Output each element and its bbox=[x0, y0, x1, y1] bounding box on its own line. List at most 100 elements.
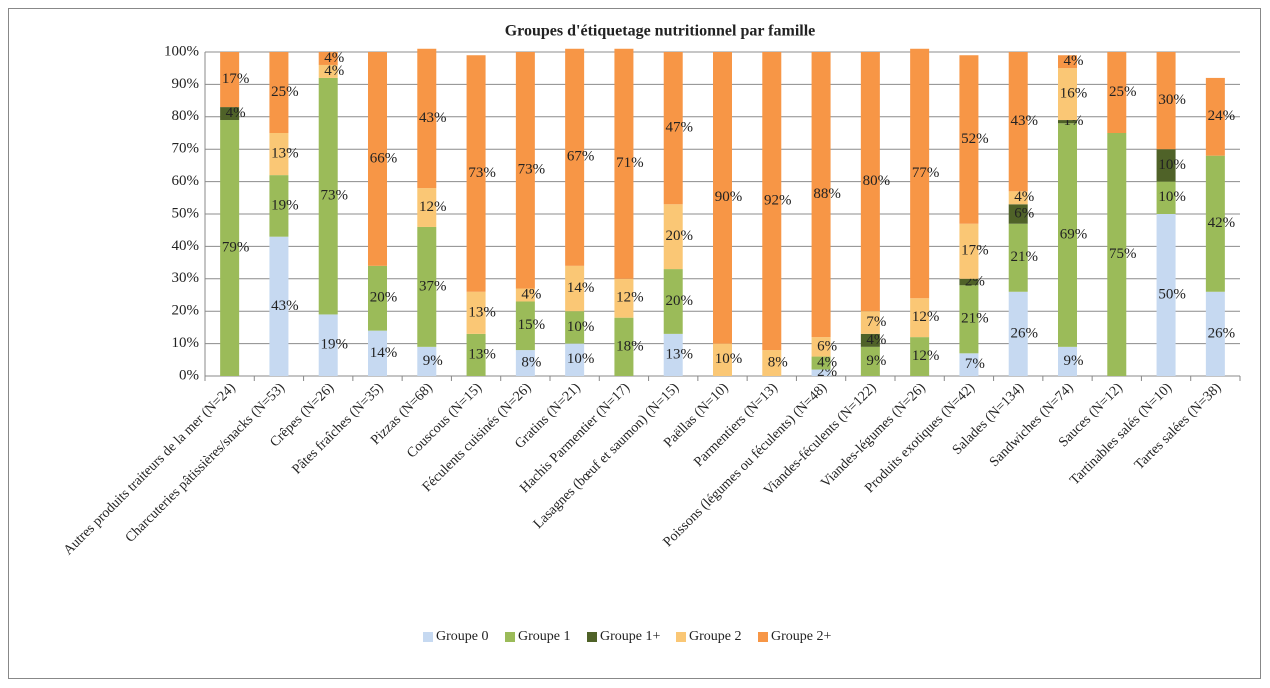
bar-segment bbox=[959, 278, 979, 286]
value-label: 37% bbox=[419, 278, 447, 294]
bar-segment bbox=[318, 314, 338, 376]
bar-segment bbox=[1058, 55, 1077, 69]
bar-segment bbox=[1156, 181, 1176, 214]
value-label: 8% bbox=[768, 354, 788, 370]
bar-segment bbox=[565, 48, 585, 266]
bar-segment bbox=[910, 337, 930, 376]
value-label: 13% bbox=[271, 145, 299, 161]
legend-swatch bbox=[758, 632, 768, 642]
value-label: 20% bbox=[665, 293, 693, 309]
bar-segment bbox=[663, 333, 683, 376]
y-tick-label: 90% bbox=[172, 76, 200, 92]
value-label: 9% bbox=[866, 353, 886, 369]
value-label: 47% bbox=[665, 120, 693, 136]
value-label: 21% bbox=[1010, 249, 1038, 265]
value-label: 75% bbox=[1109, 246, 1137, 262]
y-tick-label: 40% bbox=[172, 238, 200, 254]
bar-segment bbox=[1107, 52, 1127, 133]
bar-segment bbox=[1008, 52, 1028, 192]
value-label: 9% bbox=[1064, 353, 1084, 369]
bar-segment bbox=[565, 343, 585, 376]
value-label: 20% bbox=[370, 290, 398, 306]
bar-segment bbox=[1058, 68, 1077, 121]
value-label: 4% bbox=[324, 63, 344, 79]
value-label: 73% bbox=[468, 165, 496, 181]
bar-segment bbox=[959, 285, 979, 354]
legend-label: Groupe 1+ bbox=[600, 629, 660, 644]
value-label: 12% bbox=[912, 348, 940, 364]
value-label: 12% bbox=[616, 290, 644, 306]
bar-segment bbox=[762, 350, 782, 376]
legend-label: Groupe 2+ bbox=[771, 629, 831, 644]
bar-segment bbox=[1205, 77, 1225, 156]
legend-swatch bbox=[587, 632, 597, 642]
bar-segment bbox=[220, 120, 240, 376]
legend-swatch bbox=[423, 632, 433, 642]
bar-segment bbox=[220, 52, 240, 108]
value-label: 4% bbox=[521, 286, 541, 302]
bar-segment bbox=[663, 204, 683, 270]
bar-segment bbox=[910, 48, 930, 299]
bar-segment bbox=[663, 52, 683, 205]
bar-segment bbox=[713, 343, 732, 376]
bar-segment bbox=[318, 77, 338, 315]
value-label: 13% bbox=[665, 346, 693, 362]
value-label: 50% bbox=[1158, 286, 1186, 302]
value-label: 19% bbox=[320, 337, 348, 353]
y-tick-label: 20% bbox=[172, 303, 200, 319]
value-label: 15% bbox=[518, 317, 546, 333]
bar-segment bbox=[762, 52, 782, 351]
bar-segment bbox=[1058, 346, 1077, 376]
value-label: 12% bbox=[419, 199, 447, 215]
bar-segment bbox=[515, 52, 535, 289]
bar-segment bbox=[220, 107, 240, 121]
bar-segment bbox=[959, 353, 979, 376]
value-label: 14% bbox=[370, 345, 398, 361]
bar-segment bbox=[417, 346, 437, 376]
value-label: 19% bbox=[271, 197, 299, 213]
legend-label: Groupe 0 bbox=[436, 629, 489, 644]
value-label: 90% bbox=[715, 189, 743, 205]
value-label: 10% bbox=[567, 351, 595, 367]
legend-swatch bbox=[505, 632, 515, 642]
y-tick-label: 10% bbox=[172, 335, 200, 351]
value-label: 18% bbox=[616, 338, 644, 354]
value-label: 24% bbox=[1208, 108, 1236, 124]
bar-segment bbox=[959, 223, 979, 279]
bar-segment bbox=[1205, 291, 1225, 376]
y-tick-label: 50% bbox=[172, 205, 200, 221]
bar-segment bbox=[466, 291, 486, 334]
bar-segment bbox=[860, 346, 880, 376]
bar-segment bbox=[565, 311, 585, 344]
value-label: 17% bbox=[961, 243, 989, 259]
bar-segment bbox=[811, 337, 831, 357]
bar-segment bbox=[565, 265, 585, 312]
value-label: 43% bbox=[271, 298, 299, 314]
value-label: 10% bbox=[567, 319, 595, 335]
value-label: 9% bbox=[423, 353, 443, 369]
bar-segment bbox=[1008, 204, 1028, 224]
bar-segment bbox=[1205, 155, 1225, 292]
y-tick-label: 100% bbox=[164, 43, 199, 59]
bar-segment bbox=[515, 301, 535, 351]
value-label: 8% bbox=[521, 354, 541, 370]
value-label: 4% bbox=[1014, 189, 1034, 205]
value-label: 52% bbox=[961, 131, 989, 147]
value-label: 25% bbox=[271, 84, 299, 100]
value-label: 12% bbox=[912, 309, 940, 325]
value-label: 42% bbox=[1208, 215, 1236, 231]
value-label: 13% bbox=[468, 304, 496, 320]
bar-segment bbox=[318, 52, 338, 65]
value-label: 26% bbox=[1208, 325, 1236, 341]
y-tick-label: 80% bbox=[172, 108, 200, 124]
bar-segment bbox=[368, 52, 387, 266]
value-label: 21% bbox=[961, 311, 989, 327]
bar-segment bbox=[1107, 133, 1127, 376]
value-label: 79% bbox=[222, 239, 250, 255]
value-label: 92% bbox=[764, 192, 792, 208]
value-label: 30% bbox=[1158, 92, 1186, 108]
chart-title: Groupes d'étiquetage nutritionnel par fa… bbox=[505, 23, 816, 40]
bar-segment bbox=[269, 175, 289, 237]
bar-segment bbox=[1058, 123, 1077, 347]
